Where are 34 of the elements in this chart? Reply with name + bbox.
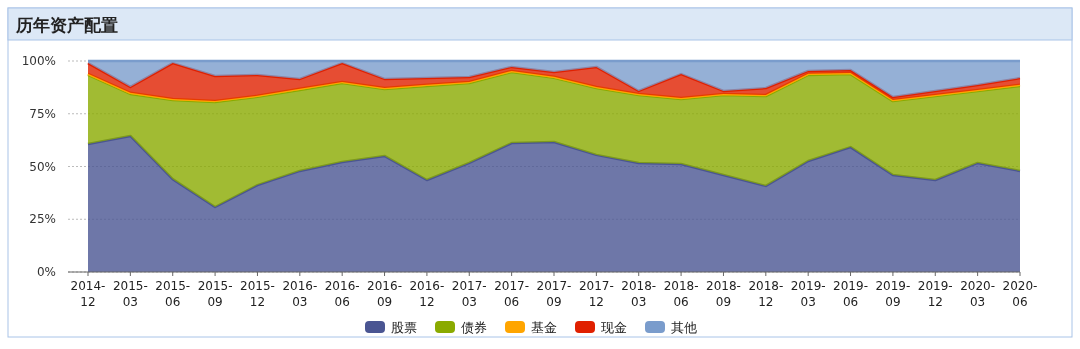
y-tick-label: 100% xyxy=(21,54,56,68)
legend-label: 基金 xyxy=(531,320,557,335)
x-tick-label: 2015-12 xyxy=(240,279,275,309)
y-tick-label: 0% xyxy=(36,265,56,279)
y-tick-label: 50% xyxy=(29,159,56,174)
x-tick-label: 2016-09 xyxy=(367,279,402,309)
legend-label: 股票 xyxy=(391,320,417,335)
x-tick-label: 2017-09 xyxy=(536,279,572,309)
x-tick-label: 2017-06 xyxy=(494,279,530,309)
x-tick-label: 2018-06 xyxy=(663,279,699,309)
x-tick-label: 2020-03 xyxy=(960,279,996,309)
x-tick-label: 2019-03 xyxy=(790,279,826,309)
x-tick-label: 2019-12 xyxy=(917,279,953,309)
x-tick-label: 2018-12 xyxy=(748,279,784,309)
y-tick-label: 75% xyxy=(29,106,56,121)
y-tick-label: 25% xyxy=(29,212,56,227)
chart-title: 历年资产配置 xyxy=(15,15,118,35)
x-tick-label: 2015-09 xyxy=(197,279,233,309)
x-tick-label: 2015-06 xyxy=(155,279,191,309)
x-tick-label: 2018-03 xyxy=(621,279,657,309)
x-tick-label: 2016-12 xyxy=(409,279,445,309)
legend-label: 现金 xyxy=(601,320,627,335)
legend-label: 债券 xyxy=(461,320,487,335)
x-tick-label: 2019-09 xyxy=(875,279,911,309)
legend-label: 其他 xyxy=(671,320,697,335)
x-tick-label: 2019-06 xyxy=(833,279,868,309)
x-tick-label: 2016-06 xyxy=(324,279,360,309)
x-tick-label: 2016-03 xyxy=(282,279,318,309)
x-tick-label: 2017-03 xyxy=(451,279,487,309)
x-tick-label: 2018-09 xyxy=(706,279,741,309)
x-tick-label: 2015-03 xyxy=(112,279,148,309)
x-tick-label: 2020-06 xyxy=(1002,279,1038,309)
x-tick-label: 2017-12 xyxy=(578,279,614,309)
x-tick-label: 2014-12 xyxy=(70,279,106,309)
